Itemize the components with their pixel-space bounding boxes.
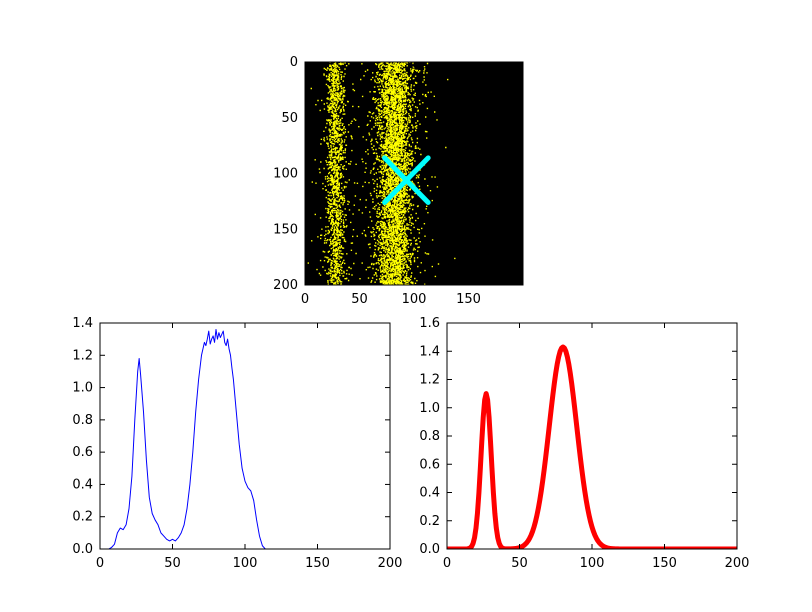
x-tick-label: 50 [511, 556, 528, 571]
y-tick-label: 1.0 [419, 401, 440, 416]
fitted-profile-curve [447, 344, 737, 549]
x-tick-label: 50 [164, 556, 181, 571]
detection-band-0 [307, 62, 363, 285]
x-tick-label: 200 [378, 556, 403, 571]
x-tick-label: 150 [305, 556, 330, 571]
x-tick-label: 100 [580, 556, 605, 571]
measured-profile-content [100, 328, 390, 549]
subplot-fitted-profile: 0 50 100 150 200 0.0 0.2 0.4 0.6 0.8 1.0 1.2 1.4 1.6 [419, 316, 749, 571]
y-tick-label: 0.2 [419, 514, 440, 529]
y-tick-label: 1.2 [419, 373, 440, 388]
x-tick-label: 150 [652, 556, 677, 571]
particle-image-content [307, 62, 456, 285]
y-tick-label: 200 [273, 278, 298, 293]
subplot-measured-profile: 0 50 100 150 200 0.0 0.2 0.4 0.6 0.8 1.0 1.2 1.4 [72, 316, 402, 571]
selected-point-x-marker [382, 155, 431, 205]
x-tick-label: 50 [351, 292, 368, 307]
x-tick-label: 100 [402, 292, 427, 307]
y-tick-label: 0.4 [72, 477, 93, 492]
subplot-particle-image: 0 50 100 150 0 50 100 150 200 [273, 55, 524, 307]
y-tick-label: 1.4 [72, 316, 93, 331]
x-tick-label: 150 [456, 292, 481, 307]
y-tick-label: 1.0 [72, 381, 93, 396]
y-tick-label: 0.0 [419, 542, 440, 557]
detection-band-1 [336, 62, 456, 285]
y-tick-label: 0.4 [419, 486, 440, 501]
y-tick-label: 0.2 [72, 510, 93, 525]
x-tick-label: 0 [443, 556, 451, 571]
fitted-profile-content [447, 344, 737, 549]
y-tick-label: 0.8 [419, 429, 440, 444]
x-tick-label: 100 [233, 556, 258, 571]
x-tick-label: 200 [725, 556, 750, 571]
measured-profile-curve [100, 328, 390, 549]
y-tick-label: 1.4 [419, 344, 440, 359]
y-tick-label: 0.6 [419, 457, 440, 472]
y-tick-label: 50 [281, 111, 298, 126]
y-tick-label: 150 [273, 222, 298, 237]
y-tick-label: 0 [290, 55, 298, 70]
y-tick-label: 0.6 [72, 445, 93, 460]
y-tick-label: 1.6 [419, 316, 440, 331]
y-tick-label: 0.8 [72, 413, 93, 428]
x-tick-label: 0 [301, 292, 309, 307]
y-tick-label: 100 [273, 167, 298, 182]
x-tick-label: 0 [96, 556, 104, 571]
y-tick-label: 0.0 [72, 542, 93, 557]
plot-area [100, 323, 390, 549]
y-tick-label: 1.2 [72, 348, 93, 363]
